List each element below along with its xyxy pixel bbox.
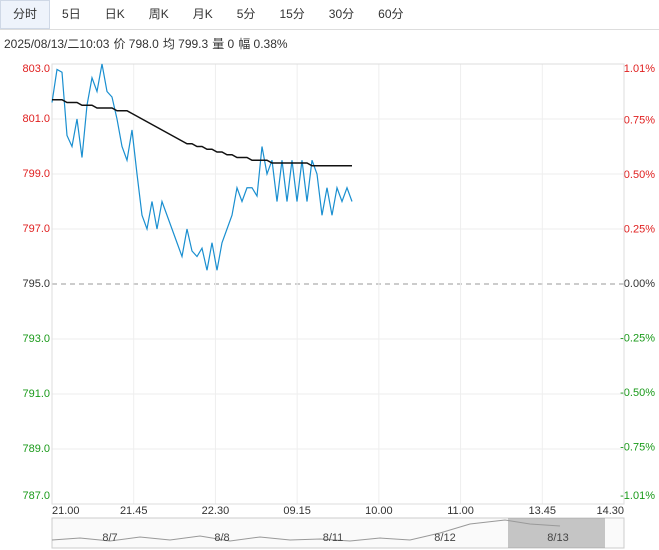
x-tick-label: 22.30 [202, 505, 230, 517]
x-tick-label: 10.00 [365, 505, 393, 517]
y2-tick-label: -0.50% [620, 387, 655, 399]
tab[interactable]: 60分 [378, 7, 404, 21]
series-line [52, 99, 352, 167]
y2-tick-label: 0.00% [624, 278, 655, 290]
info-item: 2025/08/13/二10:03 [4, 37, 110, 51]
tab[interactable]: 5分 [236, 7, 256, 21]
x-tick-label: 14.30 [596, 505, 624, 517]
y2-tick-label: 0.50% [624, 169, 655, 181]
x-tick-label: 13.45 [529, 505, 557, 517]
info-item: 价 798.0 [113, 37, 159, 51]
y-tick-label: 795.0 [22, 278, 50, 290]
navigator-date: 8/8 [214, 532, 229, 544]
y2-tick-label: -0.75% [620, 441, 655, 453]
y-tick-label: 789.0 [22, 443, 50, 455]
series-line [51, 63, 353, 271]
info-item: 量 0 [212, 37, 235, 51]
x-tick-label: 21.45 [120, 505, 148, 517]
info-item: 均 799.3 [162, 37, 209, 51]
navigator-window[interactable] [508, 518, 605, 548]
x-tick-label: 21.00 [52, 505, 80, 517]
y-tick-label: 793.0 [22, 333, 50, 345]
y2-tick-label: 0.75% [624, 115, 655, 127]
y2-tick-label: -1.01% [620, 490, 655, 502]
tab-bar: 分时 5日 日K 周K 月K 5分 15分 30分 60分 [0, 0, 659, 30]
y2-tick-label: 0.25% [624, 223, 655, 235]
y-tick-label: 797.0 [22, 223, 50, 235]
x-tick-label: 09.15 [283, 505, 311, 517]
y2-tick-label: 1.01% [624, 63, 655, 75]
tab[interactable]: 周K [148, 7, 169, 21]
tab[interactable]: 月K [192, 7, 213, 21]
x-tick-label: 11.00 [447, 505, 474, 517]
navigator-date: 8/11 [323, 532, 344, 544]
y-tick-label: 799.0 [22, 168, 50, 180]
tab[interactable]: 5日 [62, 7, 81, 21]
tab[interactable]: 分时 [0, 0, 51, 29]
navigator-date: 8/12 [434, 532, 455, 544]
y-tick-label: 787.0 [22, 490, 50, 502]
tab[interactable]: 日K [104, 7, 125, 21]
y-tick-label: 791.0 [22, 388, 50, 400]
info-item: 幅 0.38% [238, 37, 288, 51]
y-tick-label: 803.0 [22, 63, 50, 75]
tab[interactable]: 30分 [328, 7, 355, 21]
navigator-date: 8/13 [547, 532, 568, 544]
plot-border [51, 63, 625, 505]
tab[interactable]: 15分 [279, 7, 305, 21]
navigator-line [51, 519, 561, 542]
navigator-date: 8/7 [102, 532, 117, 544]
y-tick-label: 801.0 [22, 113, 50, 125]
y2-tick-label: -0.25% [620, 332, 655, 344]
